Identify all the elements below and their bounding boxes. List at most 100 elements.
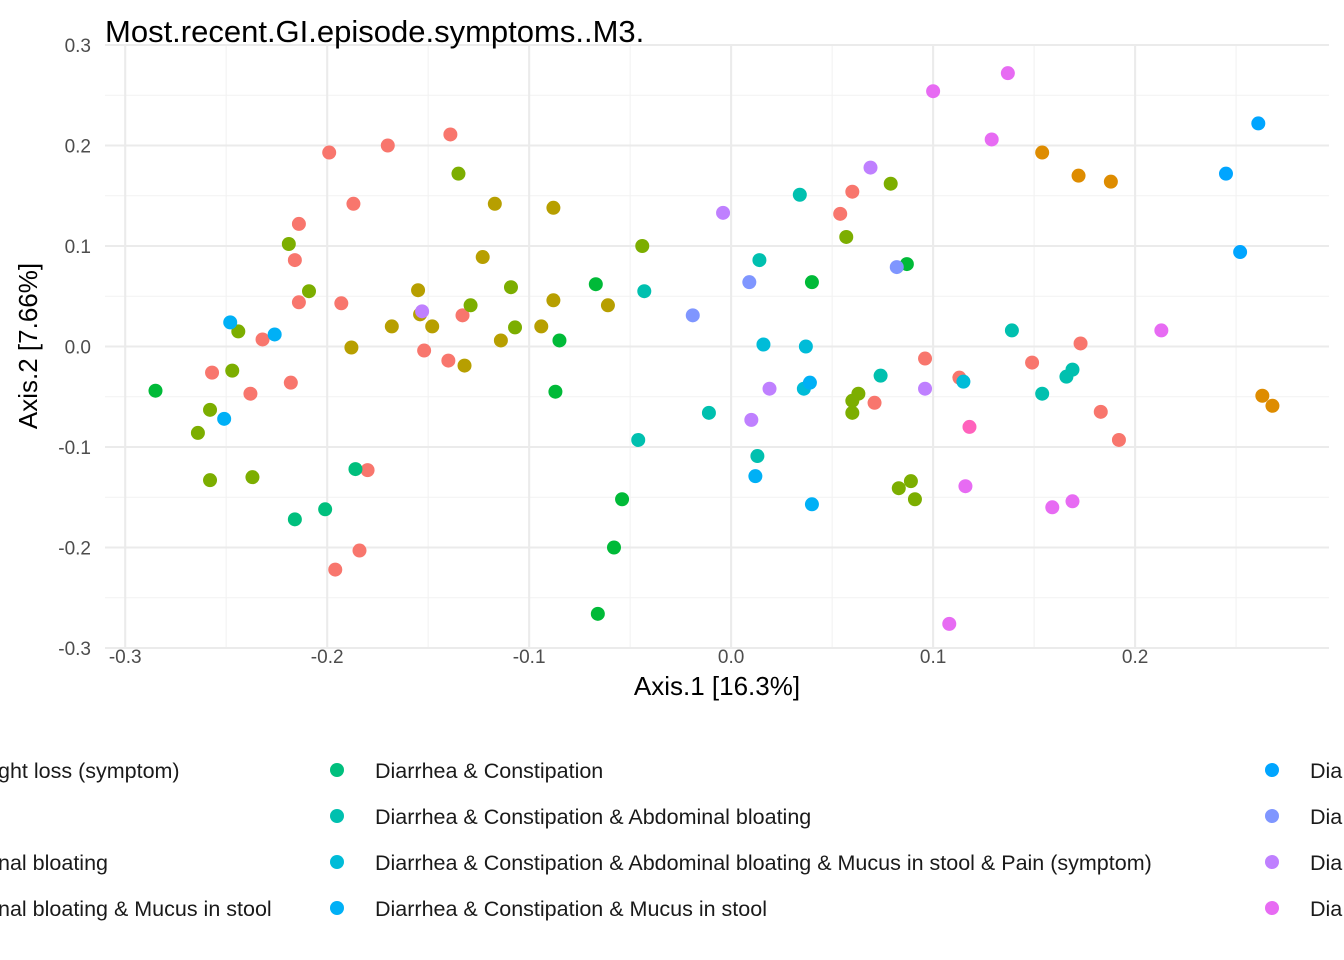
data-point (503, 280, 518, 295)
data-point (863, 160, 878, 175)
data-point (744, 412, 759, 427)
legend-label: ght loss (symptom) (0, 759, 180, 783)
data-point (1035, 145, 1050, 160)
data-point (493, 333, 508, 348)
data-point (1065, 494, 1080, 509)
y-axis-title: Axis.2 [7.66%] (13, 263, 43, 429)
data-point (873, 368, 888, 383)
x-tick-label: -0.2 (311, 647, 344, 668)
data-point (205, 365, 220, 380)
data-point (548, 384, 563, 399)
legend-label: Diarrhea & Constipation & Mucus in stool (375, 897, 767, 921)
data-point (883, 176, 898, 191)
data-point (1255, 388, 1270, 403)
y-tick-label: 0.2 (65, 137, 91, 158)
data-point (287, 512, 302, 527)
data-point (590, 606, 605, 621)
data-point (463, 298, 478, 313)
grid (105, 43, 1329, 650)
data-point (1000, 66, 1015, 81)
data-point (742, 275, 757, 290)
data-point (845, 184, 860, 199)
data-point (804, 497, 819, 512)
data-point (225, 363, 240, 378)
data-point (631, 432, 646, 447)
data-point (600, 298, 615, 313)
y-tick-label: 0.3 (65, 36, 91, 57)
legend-label: Diarrhea & Constipation (375, 759, 603, 783)
data-point (346, 196, 361, 211)
legend-key (330, 901, 344, 915)
data-point (1233, 245, 1248, 260)
data-point (685, 308, 700, 323)
x-tick-label: -0.3 (109, 647, 142, 668)
data-point (756, 337, 771, 352)
y-tick-label: 0.0 (65, 338, 91, 359)
data-point (223, 315, 238, 330)
data-point (918, 381, 933, 396)
data-point (962, 419, 977, 434)
legend-label: Diarrhea & Constipation & Abdominal bloa… (375, 851, 1152, 875)
data-point (281, 236, 296, 251)
data-point (1218, 166, 1233, 181)
data-point (748, 469, 763, 484)
data-point (1035, 386, 1050, 401)
data-point (802, 375, 817, 390)
data-point (942, 616, 957, 631)
data-point (190, 425, 205, 440)
legend-key (330, 809, 344, 823)
data-point (475, 250, 490, 265)
data-point (956, 374, 971, 389)
data-point (588, 277, 603, 292)
x-axis-title: Axis.1 [16.3%] (634, 671, 800, 701)
data-point (287, 253, 302, 268)
data-point (1251, 116, 1266, 131)
data-point (958, 479, 973, 494)
data-point (1265, 398, 1280, 413)
legend-key (330, 855, 344, 869)
data-point (552, 333, 567, 348)
data-point (243, 386, 258, 401)
data-point (380, 138, 395, 153)
data-point (845, 393, 860, 408)
data-point (716, 205, 731, 220)
data-point (1065, 362, 1080, 377)
data-point (334, 296, 349, 311)
data-point (1073, 336, 1088, 351)
legend-key (1265, 901, 1279, 915)
data-point (360, 463, 375, 478)
data-point (839, 229, 854, 244)
data-point (457, 358, 472, 373)
data-point (903, 474, 918, 489)
data-point (984, 132, 999, 147)
y-tick-label: -0.2 (58, 539, 91, 560)
data-point (1154, 323, 1169, 338)
legend-label: Diarrhea & Constipation & Abdominal bloa… (375, 805, 811, 829)
data-point (889, 260, 904, 275)
data-point (283, 375, 298, 390)
data-point (534, 319, 549, 334)
data-point (344, 340, 359, 355)
legend-key (1265, 763, 1279, 777)
legend-key (1265, 809, 1279, 823)
data-points (148, 66, 1280, 631)
data-point (635, 239, 650, 253)
legend-label: nal bloating & Mucus in stool (0, 897, 272, 921)
data-point (425, 319, 440, 334)
data-point (352, 543, 367, 558)
data-point (1071, 168, 1086, 183)
data-point (762, 381, 777, 396)
legend: ght loss (symptom) nal bloating nal bloati… (0, 759, 1342, 921)
data-point (302, 284, 316, 299)
data-point (318, 502, 333, 517)
y-tick-label: 0.1 (65, 237, 91, 258)
data-point (918, 351, 933, 366)
data-point (203, 473, 218, 488)
data-point (907, 492, 922, 507)
data-point (415, 304, 430, 319)
data-point (384, 319, 399, 334)
data-point (926, 84, 941, 99)
data-point (750, 449, 765, 464)
data-point (441, 353, 456, 368)
data-point (1111, 432, 1126, 447)
